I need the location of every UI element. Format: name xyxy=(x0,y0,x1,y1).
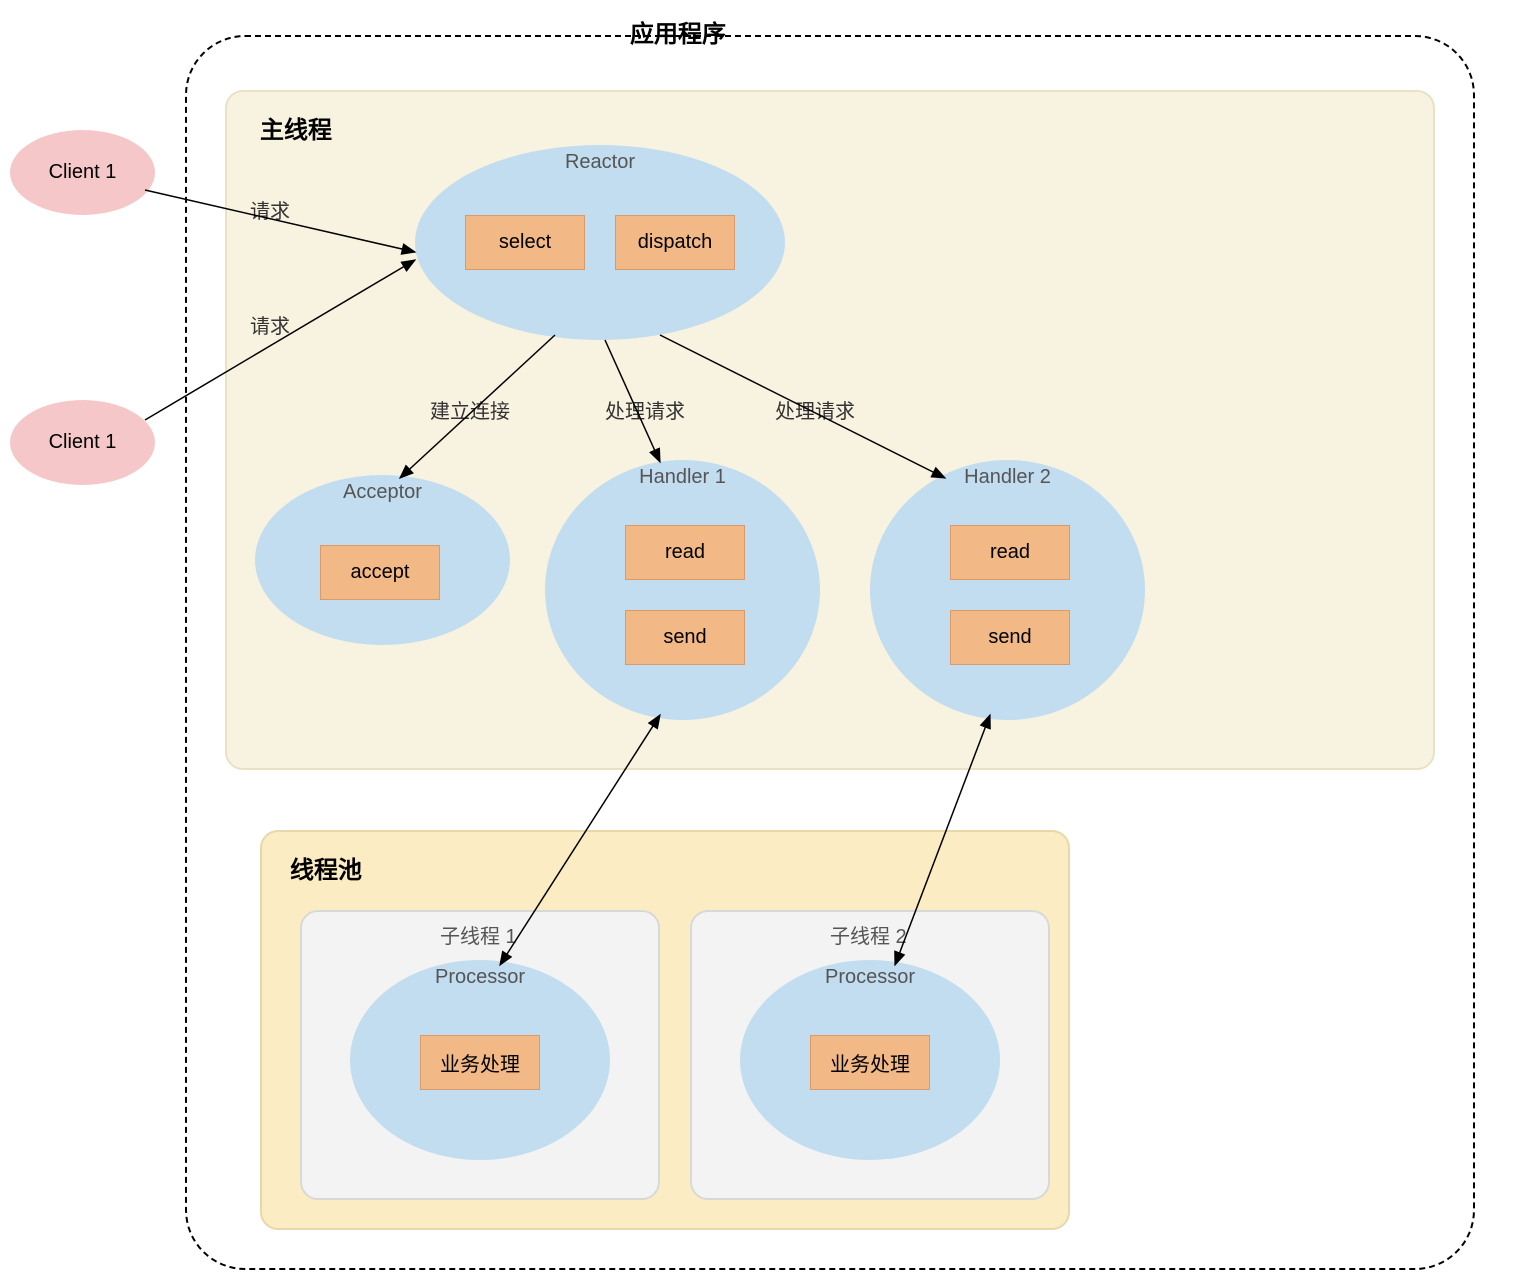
edge-label-request-1: 请求 xyxy=(250,195,290,224)
handler-2-title: Handler 2 xyxy=(964,466,1051,489)
handler-2-send-box: send xyxy=(950,610,1070,665)
processor-1-box: 业务处理 xyxy=(420,1035,540,1090)
diagram-canvas: 应用程序 主线程 线程池 子线程 1 子线程 2 Client 1 Client… xyxy=(0,0,1514,1277)
handler-2-read-box: read xyxy=(950,525,1070,580)
client-2: Client 1 xyxy=(10,400,155,485)
main-thread-container xyxy=(225,90,1435,770)
processor-1-title: Processor xyxy=(435,966,525,989)
thread-pool-title: 线程池 xyxy=(290,850,362,885)
handler-2-read-label: read xyxy=(990,541,1030,564)
reactor-dispatch-box: dispatch xyxy=(615,215,735,270)
processor-2-label: 业务处理 xyxy=(830,1048,910,1077)
reactor-select-label: select xyxy=(499,231,551,254)
handler-1-node: Handler 1 xyxy=(545,460,820,720)
edge-label-process-1: 处理请求 xyxy=(605,395,685,424)
sub-thread-1-title: 子线程 1 xyxy=(440,920,517,949)
processor-1-label: 业务处理 xyxy=(440,1048,520,1077)
handler-1-read-label: read xyxy=(665,541,705,564)
reactor-dispatch-label: dispatch xyxy=(638,231,713,254)
acceptor-accept-label: accept xyxy=(351,561,410,584)
handler-1-read-box: read xyxy=(625,525,745,580)
edge-label-process-2: 处理请求 xyxy=(775,395,855,424)
edge-label-request-2: 请求 xyxy=(250,310,290,339)
app-title: 应用程序 xyxy=(630,14,726,49)
handler-1-send-label: send xyxy=(663,626,706,649)
processor-2-title: Processor xyxy=(825,966,915,989)
client-2-label: Client 1 xyxy=(49,431,117,454)
handler-1-title: Handler 1 xyxy=(639,466,726,489)
processor-2-box: 业务处理 xyxy=(810,1035,930,1090)
reactor-title: Reactor xyxy=(565,151,635,174)
acceptor-accept-box: accept xyxy=(320,545,440,600)
main-thread-title: 主线程 xyxy=(260,110,332,145)
sub-thread-2-title: 子线程 2 xyxy=(830,920,907,949)
handler-1-send-box: send xyxy=(625,610,745,665)
handler-2-node: Handler 2 xyxy=(870,460,1145,720)
client-1: Client 1 xyxy=(10,130,155,215)
client-1-label: Client 1 xyxy=(49,161,117,184)
handler-2-send-label: send xyxy=(988,626,1031,649)
edge-label-connect: 建立连接 xyxy=(430,395,510,424)
acceptor-title: Acceptor xyxy=(343,481,422,504)
reactor-select-box: select xyxy=(465,215,585,270)
